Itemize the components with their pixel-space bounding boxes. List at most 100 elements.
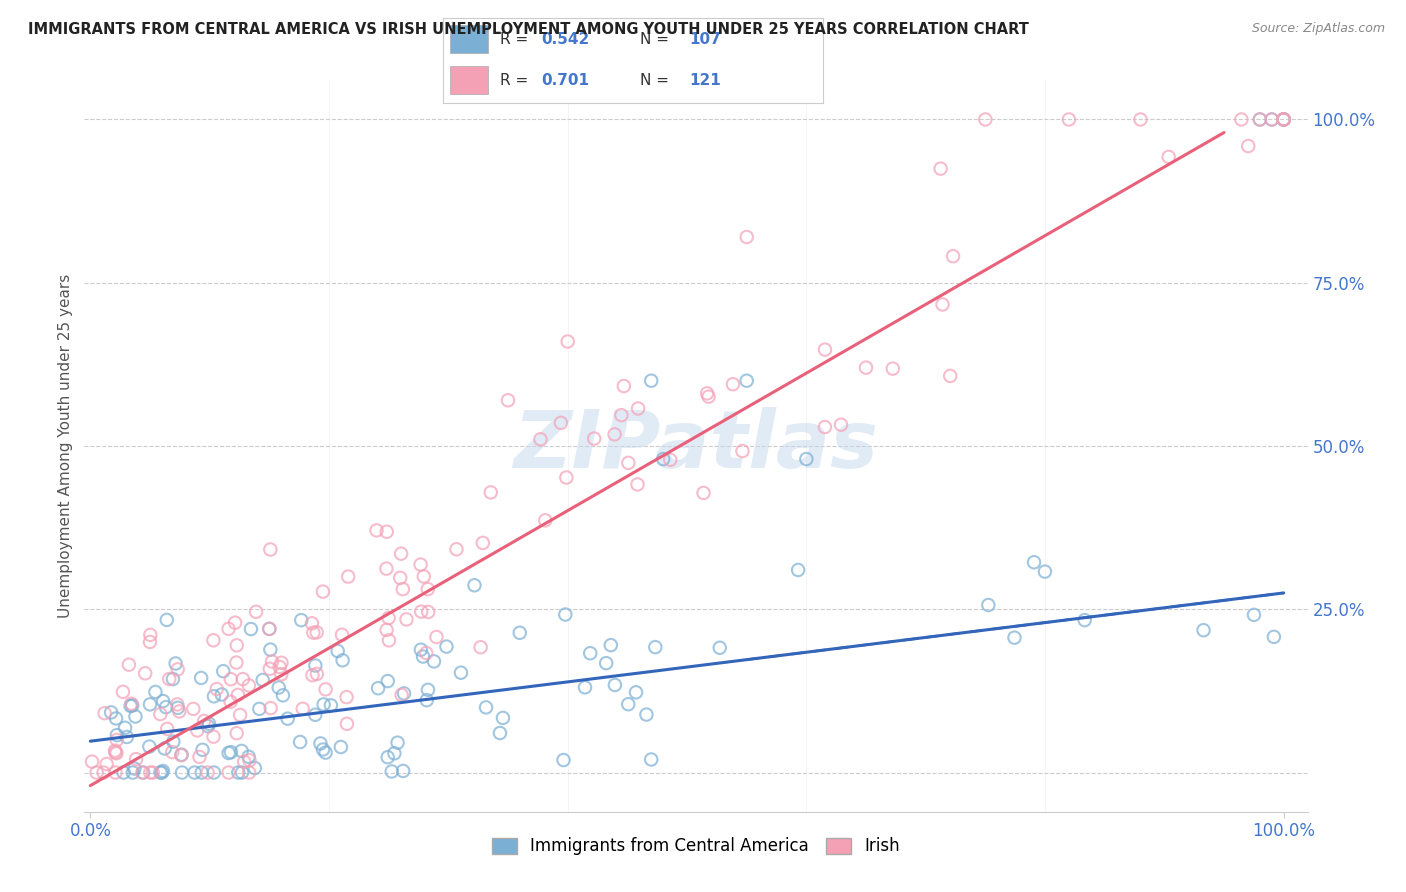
Point bbox=[131, 765, 153, 780]
Point bbox=[709, 640, 731, 655]
Point bbox=[170, 747, 193, 762]
Point bbox=[231, 744, 253, 758]
Point bbox=[219, 672, 242, 686]
Point bbox=[395, 612, 418, 626]
Point bbox=[226, 765, 249, 780]
Point bbox=[243, 761, 266, 775]
Point bbox=[181, 702, 204, 716]
Point bbox=[138, 739, 160, 754]
Point bbox=[238, 765, 260, 780]
Point bbox=[470, 640, 492, 655]
Point bbox=[238, 753, 260, 767]
Text: N =: N = bbox=[640, 32, 669, 47]
Point bbox=[162, 745, 184, 759]
Point bbox=[479, 485, 502, 500]
Point bbox=[603, 427, 626, 442]
Point bbox=[416, 582, 439, 596]
Point bbox=[315, 682, 337, 697]
Point bbox=[149, 765, 172, 780]
Point bbox=[165, 657, 187, 671]
Point bbox=[336, 716, 359, 731]
Point bbox=[218, 622, 240, 636]
Point bbox=[312, 698, 335, 712]
Point bbox=[1073, 613, 1095, 627]
Point bbox=[301, 616, 323, 631]
Point bbox=[124, 709, 146, 723]
Point bbox=[211, 688, 233, 702]
Point bbox=[636, 707, 658, 722]
Point bbox=[112, 765, 135, 780]
Point bbox=[617, 456, 640, 470]
Point bbox=[225, 726, 247, 740]
Point bbox=[977, 598, 1000, 612]
Point bbox=[304, 707, 326, 722]
Point bbox=[830, 417, 852, 432]
Point bbox=[692, 486, 714, 500]
Point bbox=[377, 750, 399, 764]
Point bbox=[270, 667, 292, 681]
Point bbox=[270, 656, 292, 670]
Point bbox=[423, 654, 446, 668]
Point bbox=[157, 672, 180, 686]
Point bbox=[471, 536, 494, 550]
Point bbox=[814, 343, 837, 357]
Point bbox=[267, 681, 290, 695]
Point bbox=[624, 685, 647, 699]
Point bbox=[186, 723, 208, 738]
Point bbox=[149, 707, 172, 722]
Point bbox=[882, 361, 904, 376]
Point bbox=[93, 765, 115, 780]
Point bbox=[139, 765, 162, 780]
Point bbox=[450, 665, 472, 680]
Point bbox=[409, 558, 432, 572]
Point bbox=[378, 633, 401, 648]
Point bbox=[929, 161, 952, 176]
Point bbox=[377, 611, 399, 625]
Point bbox=[595, 656, 617, 670]
Point bbox=[319, 698, 342, 713]
Point bbox=[534, 513, 557, 527]
Point bbox=[226, 688, 249, 702]
Point bbox=[290, 613, 312, 627]
Point bbox=[1237, 139, 1260, 153]
Point bbox=[121, 698, 143, 713]
Point bbox=[259, 622, 281, 636]
Point bbox=[153, 741, 176, 756]
Point bbox=[124, 762, 146, 776]
Point bbox=[1022, 555, 1045, 569]
Point bbox=[1272, 112, 1295, 127]
Point bbox=[305, 625, 328, 640]
Point bbox=[205, 681, 228, 696]
Point bbox=[139, 635, 162, 649]
Text: Source: ZipAtlas.com: Source: ZipAtlas.com bbox=[1251, 22, 1385, 36]
Point bbox=[304, 658, 326, 673]
Point bbox=[335, 690, 357, 705]
Point bbox=[392, 764, 415, 778]
Point bbox=[197, 765, 219, 780]
Point bbox=[277, 712, 299, 726]
Point bbox=[170, 765, 193, 780]
Point bbox=[183, 765, 205, 780]
Point bbox=[425, 630, 447, 644]
Point bbox=[475, 700, 498, 714]
Point bbox=[260, 655, 283, 669]
Point bbox=[156, 613, 179, 627]
Point bbox=[202, 690, 225, 704]
Point bbox=[416, 693, 439, 707]
Point bbox=[375, 561, 398, 575]
Point bbox=[269, 660, 291, 674]
Point bbox=[104, 765, 127, 780]
Point bbox=[796, 452, 818, 467]
Point bbox=[152, 694, 174, 708]
Point bbox=[169, 704, 191, 718]
Point bbox=[238, 749, 260, 764]
Point bbox=[731, 444, 754, 458]
Point bbox=[384, 747, 406, 761]
Point bbox=[550, 416, 572, 430]
Point bbox=[315, 746, 337, 760]
Point bbox=[1004, 631, 1026, 645]
Text: 0.542: 0.542 bbox=[541, 32, 591, 47]
Point bbox=[259, 662, 281, 676]
Point bbox=[162, 734, 184, 748]
Point bbox=[697, 390, 720, 404]
